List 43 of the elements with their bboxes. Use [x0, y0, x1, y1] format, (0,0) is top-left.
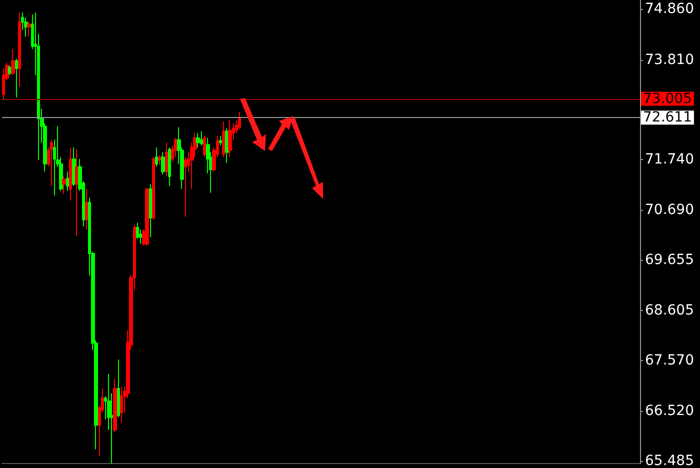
- candlestick: [72, 146, 76, 187]
- candlestick: [200, 130, 203, 146]
- candlestick: [149, 184, 152, 238]
- candlestick: [228, 120, 232, 158]
- candlestick: [117, 359, 120, 418]
- candlestick: [203, 135, 206, 158]
- candlestick: [85, 188, 88, 230]
- y-tick-label: 74.860: [645, 1, 694, 18]
- candlestick: [113, 378, 117, 432]
- candlestick: [69, 146, 72, 201]
- candlestick: [15, 58, 18, 98]
- ref-line-label: 73.005: [643, 90, 692, 107]
- y-tick-label: 67.570: [645, 352, 694, 369]
- candlestick: [152, 156, 155, 220]
- y-tick-label: 71.740: [645, 152, 694, 168]
- candlestick: [165, 142, 168, 177]
- y-tick-label: 66.520: [645, 403, 694, 420]
- y-tick-label: 70.690: [645, 202, 694, 218]
- ref-line-label: 72.611: [643, 110, 692, 126]
- candlestick: [50, 139, 53, 187]
- candlestick: [222, 120, 225, 158]
- candlestick: [161, 152, 165, 175]
- candlestick: [238, 111, 241, 130]
- candlestick: [168, 146, 171, 187]
- candlestick: [196, 132, 200, 148]
- candlestick: [75, 148, 79, 237]
- candlestick: [145, 188, 149, 246]
- y-tick-label: 65.485: [645, 453, 694, 468]
- candlestick: [62, 176, 66, 194]
- y-tick-label: 68.605: [645, 302, 694, 319]
- candlestick: [27, 22, 31, 38]
- y-tick-label: 73.810: [645, 52, 694, 68]
- candlestick: [158, 154, 162, 166]
- candlestick: [184, 156, 187, 218]
- y-tick-label: 69.655: [645, 252, 694, 268]
- candlestick: [155, 146, 158, 168]
- candlestick: [136, 222, 139, 240]
- candlestick: [120, 386, 123, 423]
- candlestick: [219, 135, 222, 146]
- candlestick: [11, 48, 15, 76]
- candlestick: [24, 16, 28, 38]
- candlestick: [66, 171, 69, 192]
- candlestick: [18, 12, 21, 88]
